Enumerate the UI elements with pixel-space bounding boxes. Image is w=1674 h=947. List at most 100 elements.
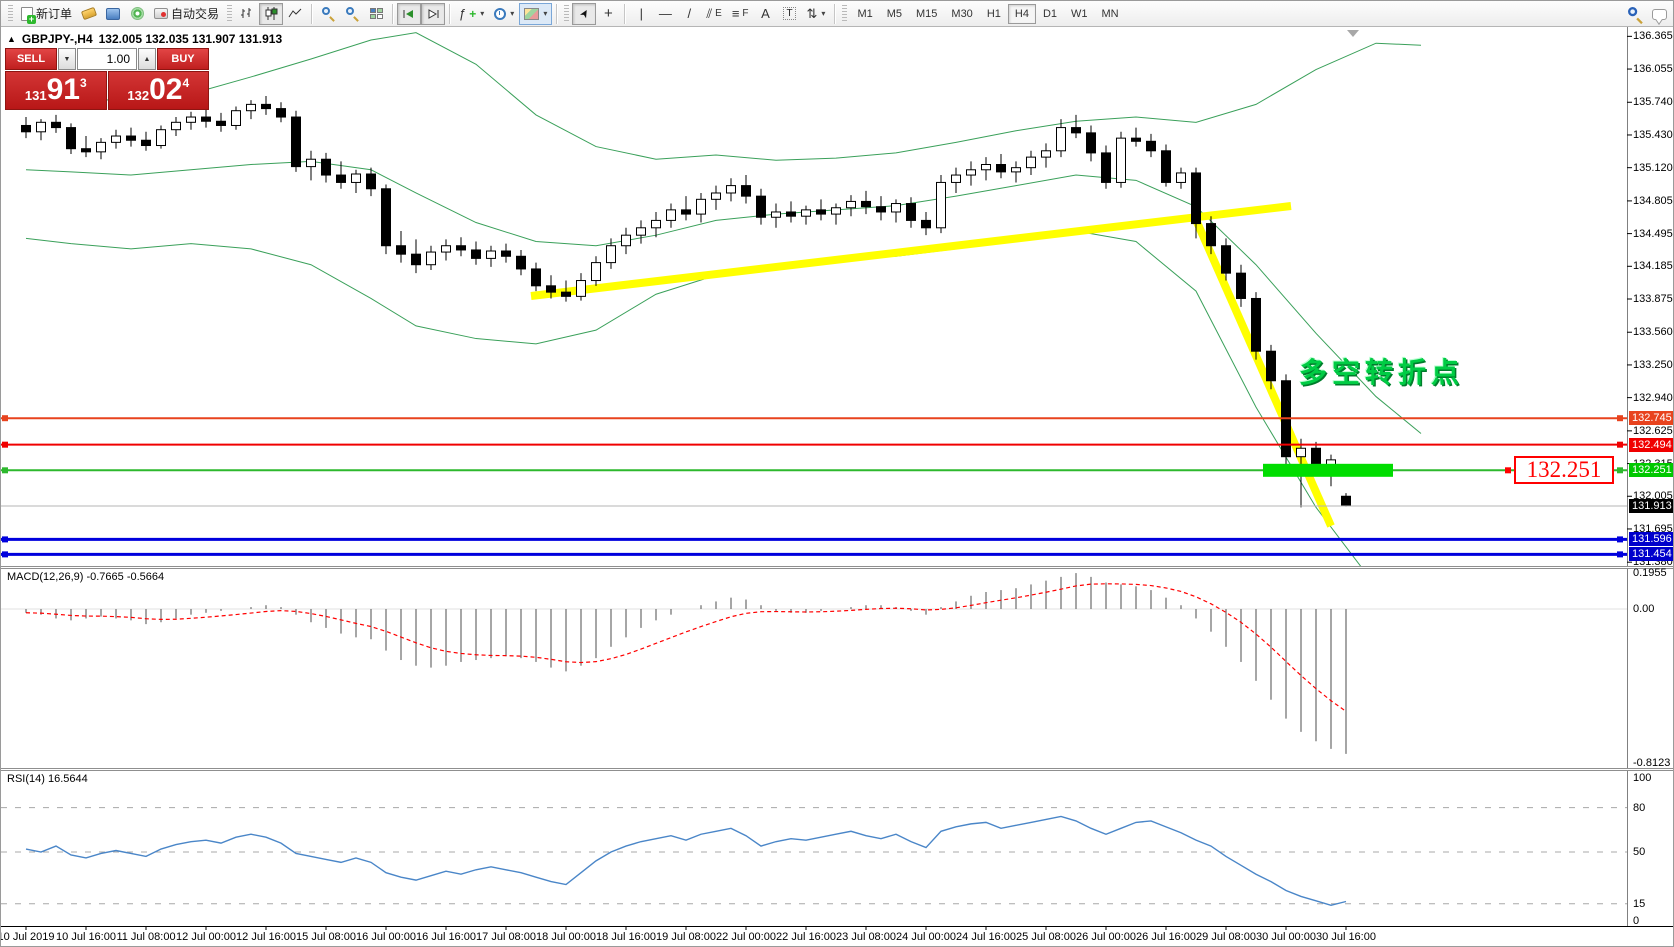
timeframe-button-m30[interactable]: M30 bbox=[951, 7, 973, 20]
toolbar-grip[interactable] bbox=[227, 4, 233, 23]
time-axis-label: 25 Jul 08:00 bbox=[1016, 931, 1076, 943]
fibonacci-letter: F bbox=[742, 8, 749, 19]
text-tool-button[interactable]: A bbox=[754, 3, 778, 25]
time-axis-label: 18 Jul 16:00 bbox=[596, 931, 656, 943]
sell-price-quote[interactable]: 131 91 3 bbox=[5, 71, 107, 110]
timeframe-button-w1[interactable]: W1 bbox=[1071, 7, 1088, 20]
line-chart-button[interactable] bbox=[283, 3, 307, 25]
toolbar-separator bbox=[449, 3, 451, 24]
arrows-icon: ⇅ bbox=[806, 5, 818, 21]
time-axis-label: 30 Jul 00:00 bbox=[1256, 931, 1316, 943]
hline-tool-button[interactable]: — bbox=[653, 3, 677, 25]
crosshair-tool-button[interactable]: + bbox=[596, 3, 620, 25]
timeframe-button-h4[interactable]: H4 bbox=[1007, 3, 1036, 24]
time-axis-label: 26 Jul 00:00 bbox=[1076, 931, 1136, 943]
auto-scroll-icon bbox=[403, 9, 414, 18]
toolbar-separator bbox=[311, 3, 313, 24]
channel-icon: ⫽ bbox=[706, 5, 713, 21]
volume-up-button[interactable]: ▲ bbox=[138, 48, 156, 70]
channel-tool-button[interactable]: ⫽ E bbox=[701, 3, 726, 25]
macd-pane-separator[interactable] bbox=[1, 566, 1673, 569]
zoom-out-icon bbox=[345, 7, 359, 22]
toolbar-grip[interactable] bbox=[564, 4, 570, 23]
timeframe-button-mn[interactable]: MN bbox=[1101, 7, 1119, 20]
price-axis-label: 135.740 bbox=[1633, 96, 1673, 109]
auto-scroll-button[interactable] bbox=[397, 2, 422, 25]
time-axis-label: 17 Jul 08:00 bbox=[476, 931, 536, 943]
toolbar-separator bbox=[834, 3, 836, 24]
volume-down-button[interactable]: ▼ bbox=[58, 48, 76, 70]
time-axis-label: 12 Jul 00:00 bbox=[176, 931, 236, 943]
autotrade-icon bbox=[154, 8, 169, 19]
macd-axis-label: 0.00 bbox=[1633, 603, 1655, 615]
signals-button[interactable] bbox=[125, 3, 149, 25]
market-watch-button[interactable] bbox=[101, 3, 125, 25]
collapse-panel-icon[interactable]: ▲ bbox=[7, 34, 16, 44]
zoom-in-button[interactable] bbox=[316, 3, 340, 25]
cursor-tool-button[interactable]: ➤ bbox=[572, 2, 597, 25]
text-icon: A bbox=[761, 6, 770, 21]
tile-windows-button[interactable] bbox=[364, 3, 388, 25]
autotrade-button[interactable]: 自动交易 bbox=[149, 3, 224, 25]
chart-text-annotation[interactable]: 多空转折点 bbox=[1299, 356, 1465, 389]
trendline-tool-button[interactable]: / bbox=[677, 3, 701, 25]
price-axis-label: 136.365 bbox=[1633, 30, 1673, 43]
price-level-tag: 132.745 bbox=[1629, 411, 1673, 426]
buy-price-quote[interactable]: 132 02 4 bbox=[107, 71, 209, 110]
text-label-tool-button[interactable]: T bbox=[778, 3, 802, 25]
timeframe-button-m1[interactable]: M1 bbox=[857, 7, 873, 20]
timeframe-button-m15[interactable]: M15 bbox=[916, 7, 938, 20]
ohlc-values: 132.005 132.035 131.907 131.913 bbox=[98, 32, 283, 46]
channel-letter: E bbox=[715, 8, 722, 19]
search-icon[interactable] bbox=[1628, 6, 1643, 24]
price-level-tag: 132.494 bbox=[1629, 437, 1673, 452]
buy-price-prefix: 132 bbox=[127, 88, 150, 103]
dropdown-arrow-icon: ▾ bbox=[821, 9, 826, 18]
price-callout-label[interactable]: 132.251 bbox=[1514, 456, 1614, 484]
price-axis-label: 132.940 bbox=[1633, 391, 1673, 404]
arrows-tool-button[interactable]: ⇅ ▾ bbox=[802, 3, 831, 25]
sell-price-sup: 3 bbox=[79, 76, 87, 90]
price-level-tag: 132.251 bbox=[1629, 463, 1673, 478]
toolbar-grip[interactable] bbox=[8, 4, 13, 23]
volume-input[interactable]: 1.00 bbox=[77, 48, 137, 70]
template-button[interactable]: ▾ bbox=[519, 2, 553, 25]
buy-button[interactable]: BUY bbox=[157, 48, 209, 70]
bar-chart-button[interactable] bbox=[235, 3, 259, 25]
dropdown-arrow-icon: ▾ bbox=[543, 9, 548, 18]
indicators-icon: ƒ bbox=[459, 6, 467, 21]
new-order-button[interactable]: + 新订单 bbox=[16, 3, 77, 25]
rsi-pane-separator[interactable] bbox=[1, 768, 1673, 771]
time-axis-label: 29 Jul 08:00 bbox=[1196, 931, 1256, 943]
trendline-icon: / bbox=[687, 6, 692, 21]
crosshair-icon: + bbox=[603, 5, 613, 22]
indicators-button[interactable]: ƒ + ▾ bbox=[454, 3, 489, 25]
timeframe-button-h1[interactable]: H1 bbox=[986, 7, 1001, 20]
zoom-out-button[interactable] bbox=[340, 3, 364, 25]
chart-shift-button[interactable] bbox=[421, 2, 446, 25]
toolbar-separator bbox=[624, 3, 626, 24]
fibonacci-tool-button[interactable]: ≡ F bbox=[727, 3, 754, 25]
timeframe-button-m5[interactable]: M5 bbox=[886, 7, 902, 20]
toolbar-separator bbox=[556, 3, 558, 24]
price-axis-label: 134.805 bbox=[1633, 194, 1673, 207]
chat-icon[interactable] bbox=[1652, 8, 1667, 20]
time-axis-label: 24 Jul 00:00 bbox=[896, 931, 956, 943]
one-click-trade-panel: SELL ▼ 1.00 ▲ BUY 131 91 3 132 02 4 bbox=[5, 48, 209, 110]
period-button[interactable]: ▾ bbox=[489, 3, 519, 25]
clock-icon bbox=[494, 7, 507, 20]
timeframe-button-d1[interactable]: D1 bbox=[1042, 7, 1057, 20]
fibonacci-icon: ≡ bbox=[731, 6, 740, 21]
sell-button[interactable]: SELL bbox=[5, 48, 57, 70]
timeframe-toolbar: M1 M5 M15 M30 H1 H4 D1 W1 MN bbox=[850, 3, 1125, 24]
rsi-label: RSI(14) 16.5644 bbox=[7, 773, 88, 785]
template-icon bbox=[524, 7, 540, 20]
terminal-icon bbox=[106, 7, 121, 20]
vline-tool-button[interactable]: | bbox=[629, 3, 653, 25]
chart-shift-icon bbox=[428, 8, 439, 19]
toolbar-grip[interactable] bbox=[842, 4, 848, 23]
candle-chart-button[interactable] bbox=[259, 2, 284, 25]
rsi-axis-label: 100 bbox=[1633, 772, 1652, 784]
horizontal-line-icon: — bbox=[658, 6, 672, 21]
